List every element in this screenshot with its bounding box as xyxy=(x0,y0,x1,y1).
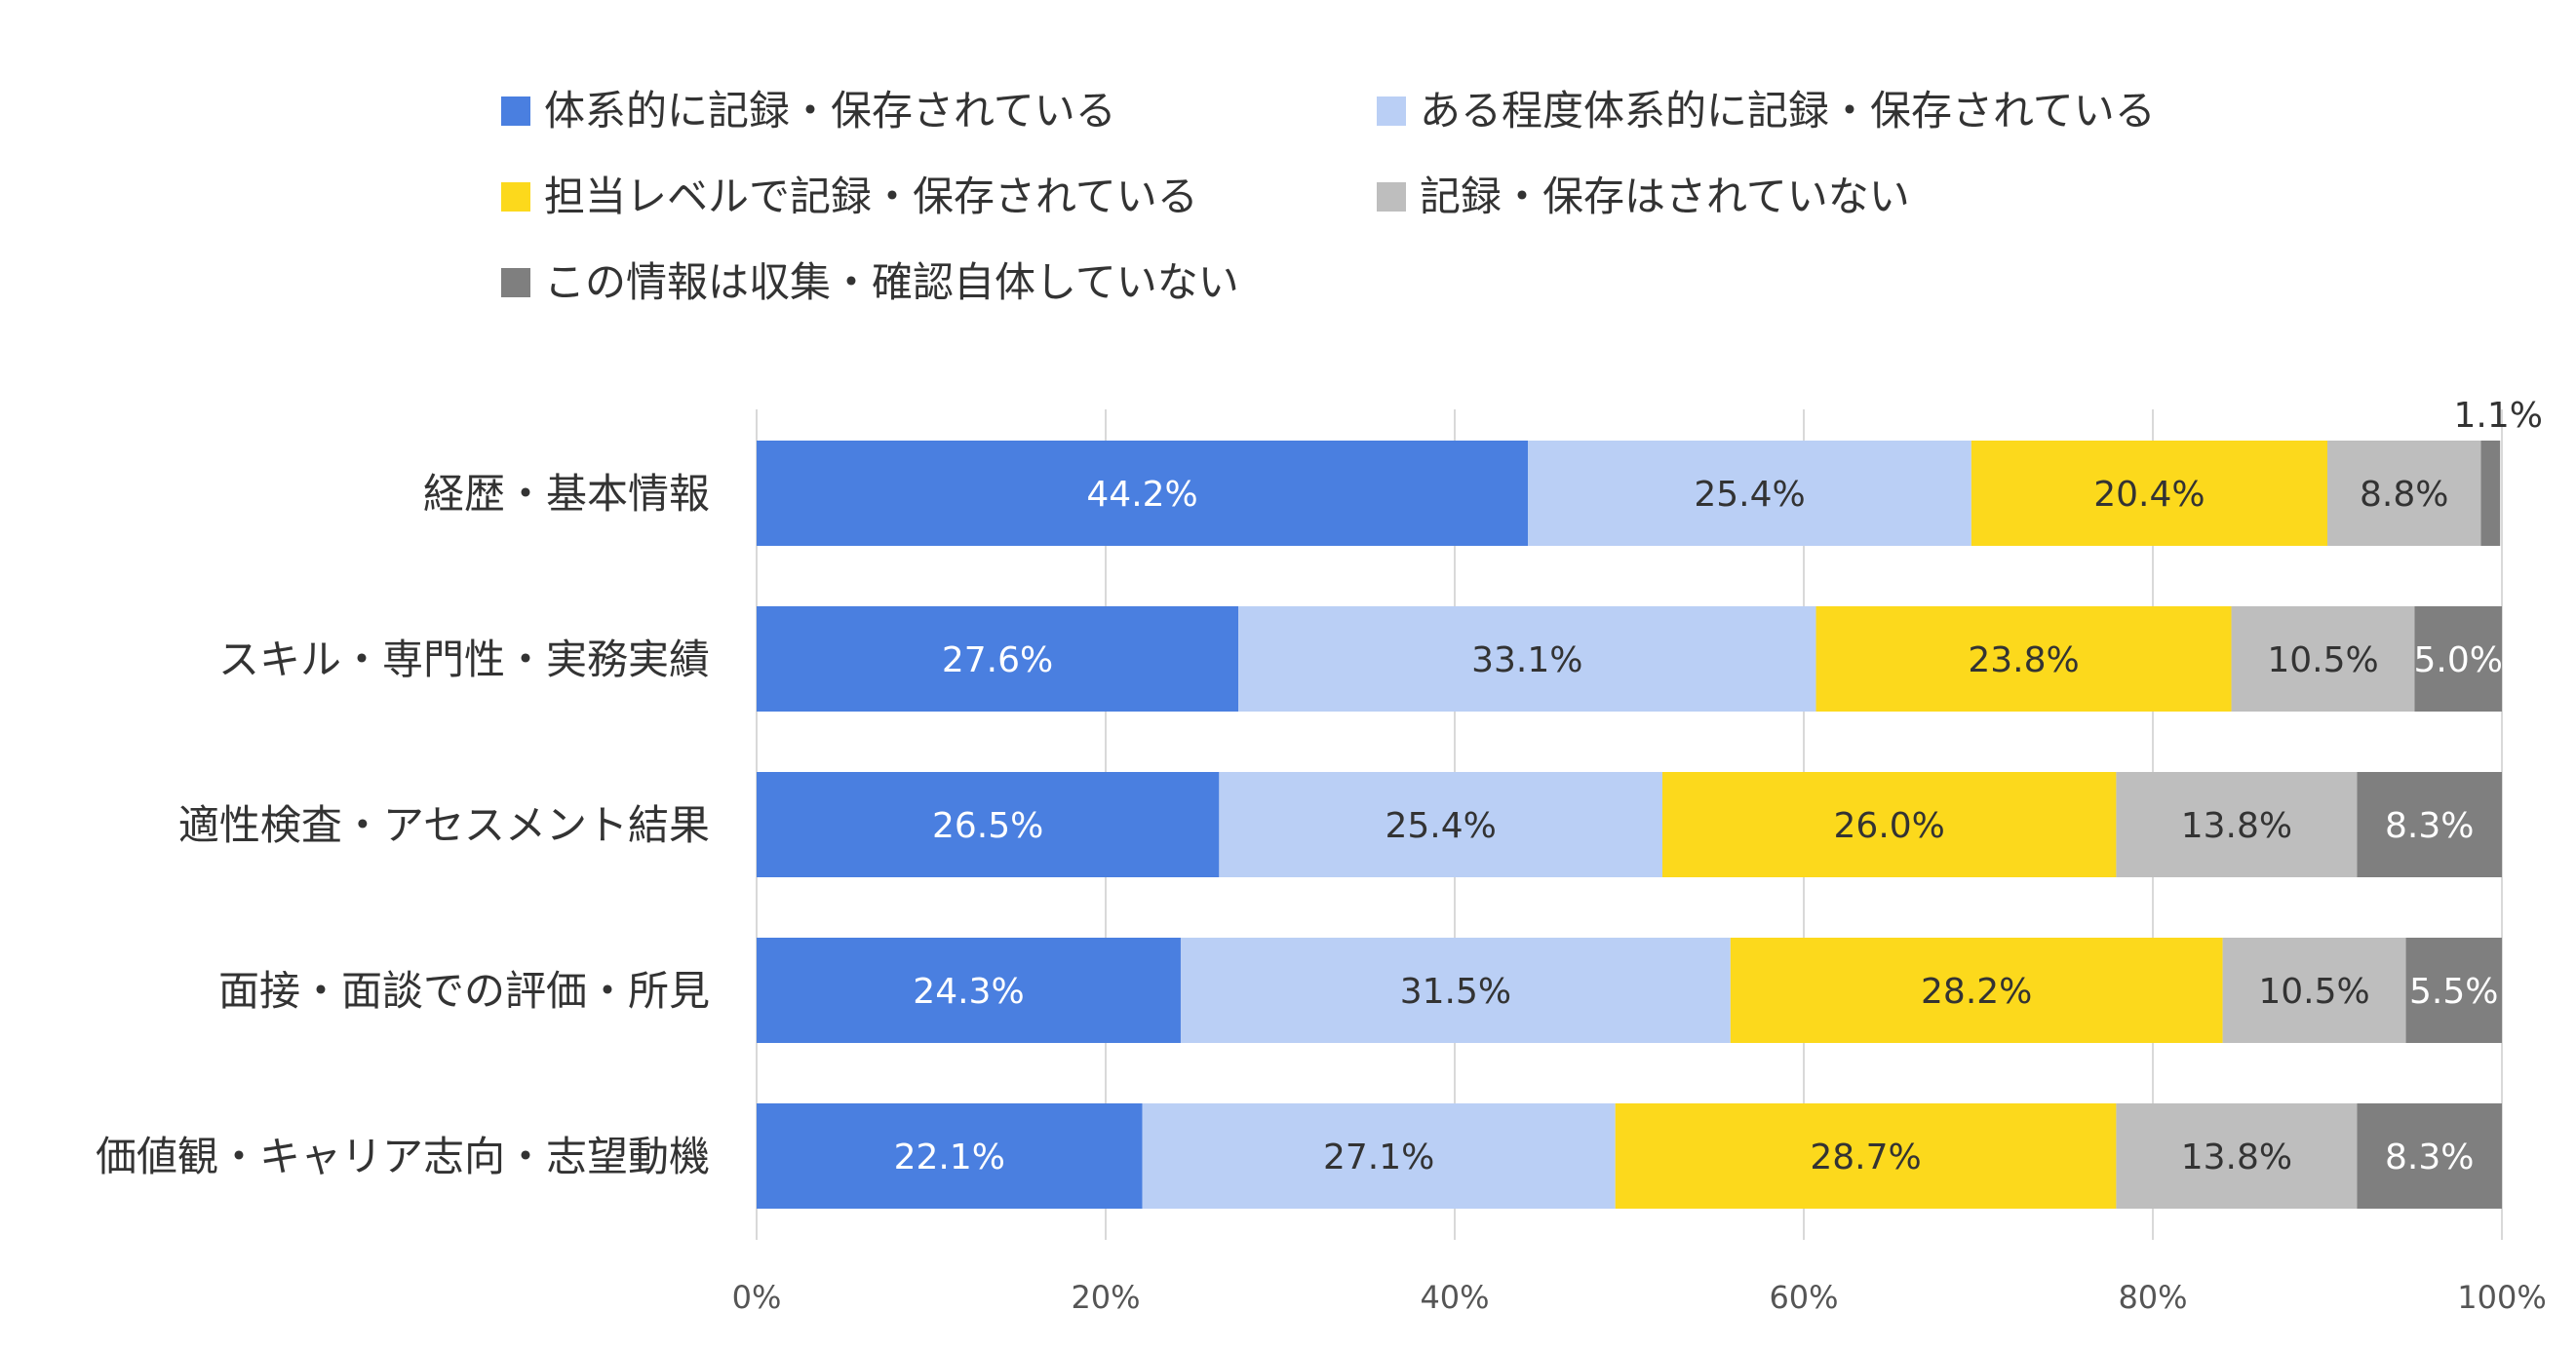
data-label: 28.2% xyxy=(1921,972,2032,1012)
x-tick-label: 0% xyxy=(732,1279,782,1316)
x-tick-label: 80% xyxy=(2118,1279,2187,1316)
bar-segment xyxy=(2414,606,2502,712)
bar-segment xyxy=(1219,772,1663,877)
data-label: 22.1% xyxy=(894,1138,1005,1177)
data-label: 23.8% xyxy=(1968,640,2079,680)
legend-swatch xyxy=(1377,96,1406,126)
legend-swatch xyxy=(1377,182,1406,212)
x-tick-label: 20% xyxy=(1071,1279,1140,1316)
data-label: 5.0% xyxy=(2414,640,2503,680)
data-label: 5.5% xyxy=(2409,972,2498,1012)
bar-segment xyxy=(1528,441,1971,546)
data-label: 28.7% xyxy=(1810,1138,1921,1177)
data-label: 8.8% xyxy=(2360,475,2448,515)
data-label: 25.4% xyxy=(1694,475,1805,515)
bar-segment xyxy=(2405,938,2502,1043)
bar-segment xyxy=(1971,441,2327,546)
bar-segment xyxy=(757,1103,1143,1209)
bar-segment xyxy=(1615,1103,2117,1209)
data-label: 33.1% xyxy=(1471,640,1582,680)
bar-segment xyxy=(757,606,1239,712)
bar-segment xyxy=(757,938,1181,1043)
bar-segment xyxy=(2116,772,2358,877)
bar-segment xyxy=(2222,938,2406,1043)
bar-segment xyxy=(2327,441,2481,546)
bar-segment xyxy=(2116,1103,2358,1209)
x-axis-ticks: 0% 20% 40% 60% 80% 100% xyxy=(732,1279,2547,1316)
bar-segment xyxy=(757,441,1529,546)
data-label: 1.1% xyxy=(2454,396,2543,436)
bar-segment xyxy=(757,772,1220,877)
legend-label: 記録・保存はされていない xyxy=(1420,173,1910,220)
legend-label: この情報は収集・確認自体していない xyxy=(544,258,1239,306)
legend-swatch xyxy=(501,96,530,126)
bar-segment xyxy=(1662,772,2117,877)
x-tick-label: 100% xyxy=(2457,1279,2546,1316)
category-label: スキル・専門性・実務実績 xyxy=(218,636,710,683)
bar-segment xyxy=(1142,1103,1616,1209)
legend-swatch xyxy=(501,182,530,212)
legend-swatch xyxy=(501,268,530,297)
bars: 44.2% 25.4% 20.4% 8.8%1.1% 27.6% 33.1% 23.8% 10… xyxy=(757,396,2543,1209)
data-label: 44.2% xyxy=(1086,475,1197,515)
x-tick-label: 60% xyxy=(1769,1279,1838,1316)
data-label: 27.6% xyxy=(942,640,1053,680)
data-label: 10.5% xyxy=(2258,972,2369,1012)
legend: 体系的に記録・保存されている ある程度体系的に記録・保存されている担当レベルで記録… xyxy=(501,87,2156,306)
category-label: 経歴・基本情報 xyxy=(423,470,710,518)
data-label: 31.5% xyxy=(1400,972,1511,1012)
data-label: 8.3% xyxy=(2385,806,2474,846)
category-label: 面接・面談での評価・所見 xyxy=(218,967,710,1015)
legend-label: 体系的に記録・保存されている xyxy=(544,87,1116,135)
bar-segment xyxy=(1730,938,2223,1043)
data-label: 26.0% xyxy=(1834,806,1945,846)
data-label: 24.3% xyxy=(913,972,1024,1012)
data-label: 25.4% xyxy=(1385,806,1496,846)
x-tick-label: 40% xyxy=(1420,1279,1489,1316)
bar-segment xyxy=(2357,772,2502,877)
bar-segment xyxy=(1180,938,1731,1043)
category-label: 価値観・キャリア志向・志望動機 xyxy=(96,1133,710,1180)
data-label: 20.4% xyxy=(2093,475,2205,515)
data-label: 27.1% xyxy=(1323,1138,1434,1177)
legend-label: 担当レベルで記録・保存されている xyxy=(544,173,1198,220)
bar-segment xyxy=(2357,1103,2502,1209)
category-labels: 経歴・基本情報スキル・専門性・実務実績適性検査・アセスメント結果面接・面談での評… xyxy=(96,470,710,1180)
bar-segment xyxy=(1815,606,2232,712)
data-label: 26.5% xyxy=(932,806,1043,846)
bar-segment xyxy=(1238,606,1816,712)
legend-label: ある程度体系的に記録・保存されている xyxy=(1420,87,2156,135)
bar-segment xyxy=(2231,606,2415,712)
data-label: 8.3% xyxy=(2385,1138,2474,1177)
data-label: 13.8% xyxy=(2181,1138,2292,1177)
data-label: 13.8% xyxy=(2181,806,2292,846)
bar-segment xyxy=(2480,441,2501,546)
category-label: 適性検査・アセスメント結果 xyxy=(178,801,710,849)
data-label: 10.5% xyxy=(2267,640,2378,680)
